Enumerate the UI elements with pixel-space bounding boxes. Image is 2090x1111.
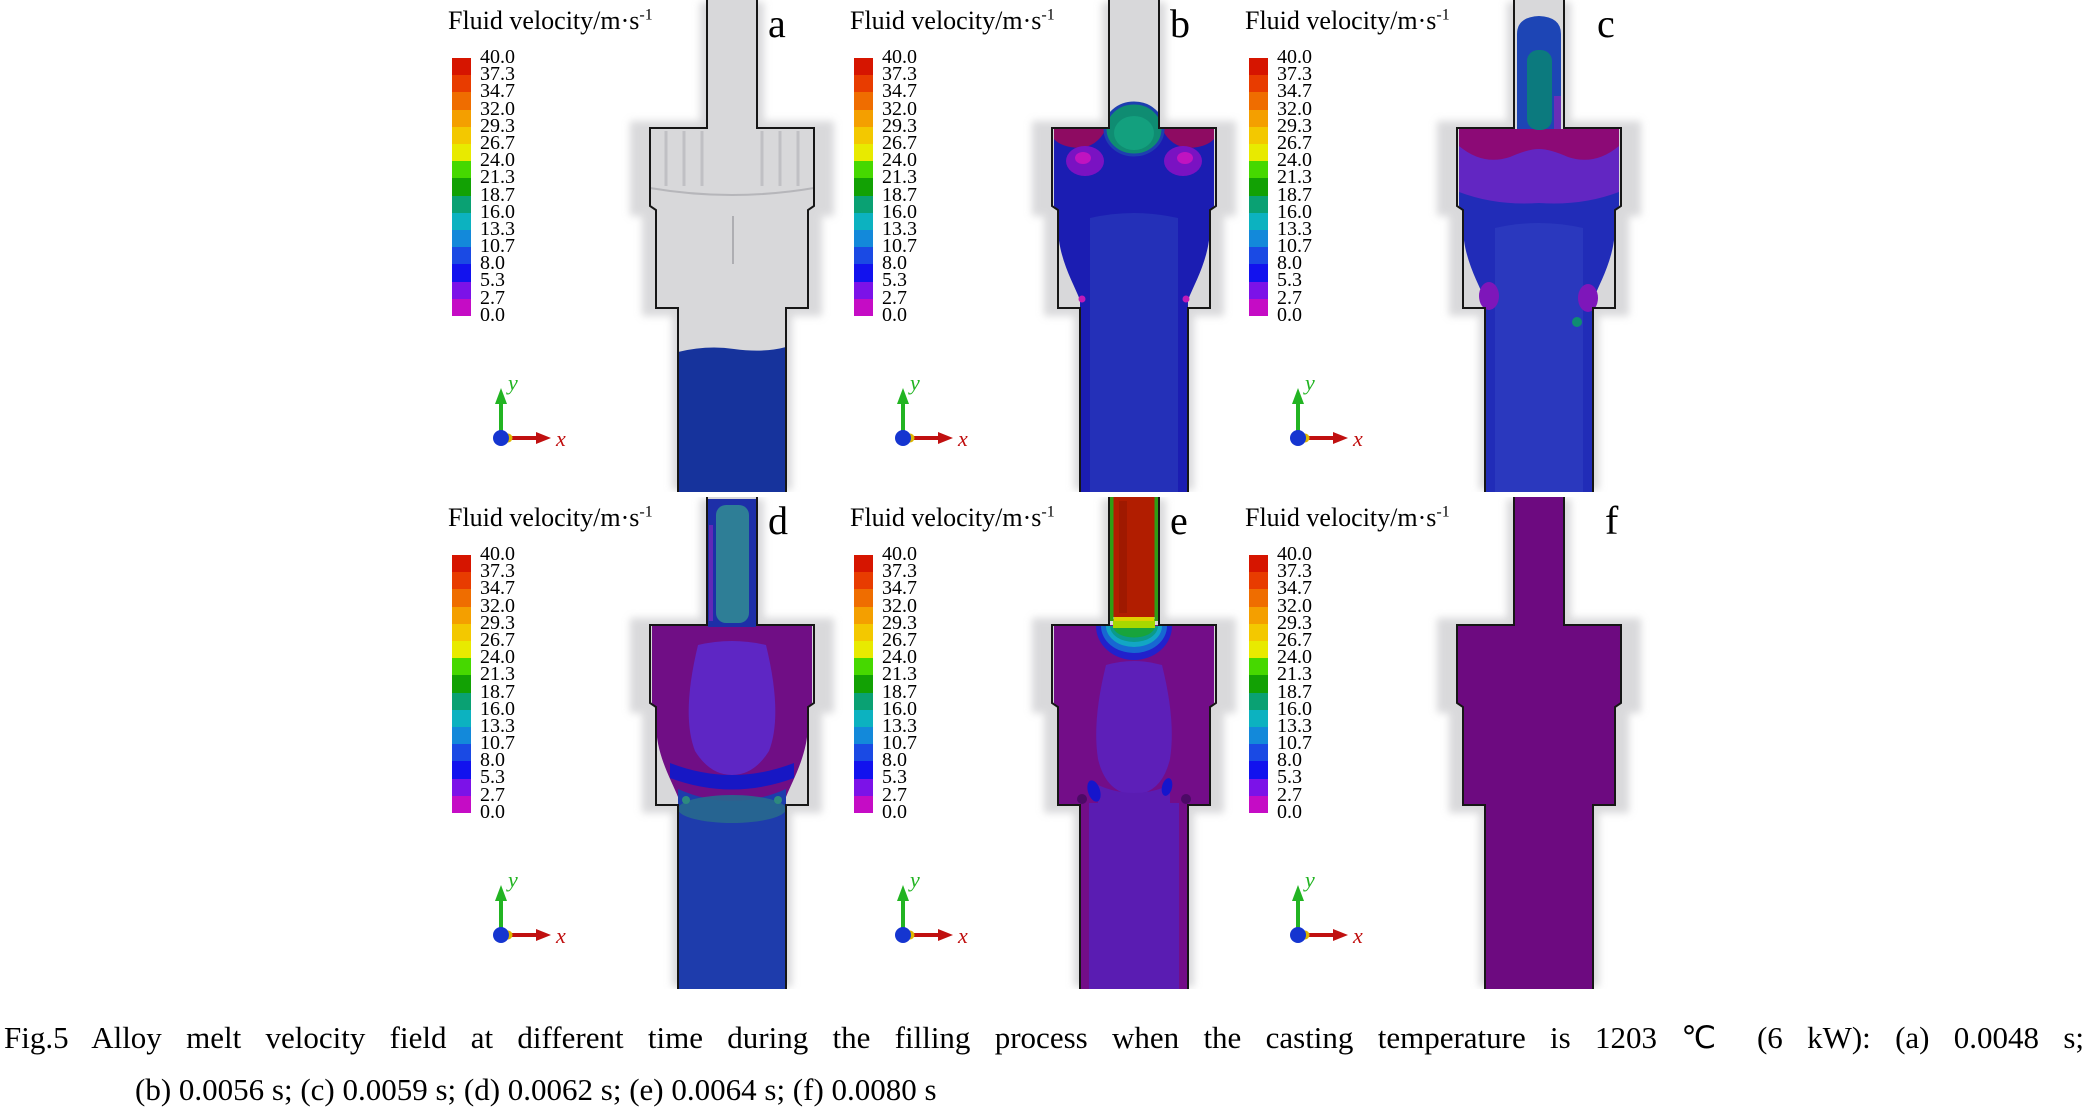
legend-title: Fluid velocity/m·s-1 [1245,6,1450,35]
casting-view-e [1032,497,1236,989]
fluid-d [652,499,812,989]
x-axis-label: x [957,923,968,948]
colorbar-ticks: 40.0 37.3 34.7 32.0 29.3 26.7 24.0 21.3 18.7 16.0… [1277,543,1312,823]
y-axis-label: y [506,374,518,395]
gear-teeth [649,131,815,264]
legend-title: Fluid velocity/m·s-1 [850,6,1055,35]
y-arrow [897,885,909,901]
y-axis-label: y [908,871,920,892]
casting-view-f [1437,497,1641,989]
x-axis-label: x [1352,923,1363,948]
panel-letter: b [1170,1,1190,46]
panel-letter: d [768,498,788,543]
x-arrow [536,929,551,941]
colorbar-ticks: 40.0 37.3 34.7 32.0 29.3 26.7 24.0 21.3 18.7 16.0… [480,46,515,326]
x-arrow [938,929,953,941]
legend-title: Fluid velocity/m·s-1 [1245,503,1450,532]
origin-dot [1290,927,1306,943]
x-axis-label: x [1352,426,1363,451]
y-arrow [897,388,909,404]
y-arrow [1292,388,1304,404]
casting-view-b [1032,0,1236,492]
y-axis-label: y [506,871,518,892]
colorbar [452,58,471,317]
panel-letter: e [1170,498,1188,543]
cavity-outline [1051,497,1217,989]
panel-c: Fluid velocity/m·s-1 40.0 37.3 34.7 32.0 29.… [1237,0,1697,495]
cavity-outline [1456,497,1622,989]
colorbar-ticks: 40.0 37.3 34.7 32.0 29.3 26.7 24.0 21.3 18.7 16.0… [882,46,917,326]
casting-view-c [1437,0,1641,492]
colorbar-ticks: 40.0 37.3 34.7 32.0 29.3 26.7 24.0 21.3 18.7 16.0… [1277,46,1312,326]
axis-triad: y x [493,871,566,948]
axis-triad: y x [1290,374,1363,451]
fluid-e [1054,497,1214,989]
colorbar [854,58,873,317]
cavity-outline [1051,0,1217,492]
axis-triad: y x [493,374,566,451]
fluid-f [1457,497,1621,989]
fluid-c [1459,16,1619,492]
cavity-outline [1456,0,1622,492]
x-arrow [938,432,953,444]
legend-title: Fluid velocity/m·s-1 [850,503,1055,532]
figure-caption-line1: Fig.5 Alloy melt velocity field at diffe… [4,1020,2084,1055]
cavity-outline [649,0,815,492]
colorbar-ticks: 40.0 37.3 34.7 32.0 29.3 26.7 24.0 21.3 18.7 16.0… [882,543,917,823]
y-arrow [1292,885,1304,901]
colorbar [1249,555,1268,814]
origin-dot [493,430,509,446]
panel-letter: f [1605,498,1619,543]
y-arrow [495,388,507,404]
x-arrow [1333,929,1348,941]
casting-view-d [630,497,834,989]
panel-letter: a [768,1,786,46]
casting-view-a [630,0,834,492]
origin-dot [895,927,911,943]
x-arrow [1333,432,1348,444]
y-axis-label: y [908,374,920,395]
origin-dot [493,927,509,943]
x-axis-label: x [555,426,566,451]
x-axis-label: x [957,426,968,451]
panel-a: Fluid velocity/m·s-1 40.0 37.3 34.7 32.0 29.… [440,0,900,495]
panel-e: Fluid velocity/m·s-1 40.0 37.3 34.7 32.0 29.… [842,497,1302,992]
legend-title: Fluid velocity/m·s-1 [448,503,653,532]
fluid-b [1054,101,1214,492]
y-arrow [495,885,507,901]
colorbar-ticks: 40.0 37.3 34.7 32.0 29.3 26.7 24.0 21.3 18.7 16.0… [480,543,515,823]
panel-d: Fluid velocity/m·s-1 40.0 37.3 34.7 32.0 29.… [440,497,900,992]
y-axis-label: y [1303,374,1315,395]
fluid-a [678,347,786,492]
y-axis-label: y [1303,871,1315,892]
axis-triad: y x [1290,871,1363,948]
origin-dot [1290,430,1306,446]
legend-title: Fluid velocity/m·s-1 [448,6,653,35]
x-axis-label: x [555,923,566,948]
panel-f: Fluid velocity/m·s-1 40.0 37.3 34.7 32.0 29.… [1237,497,1697,992]
axis-triad: y x [895,374,968,451]
x-arrow [536,432,551,444]
panel-letter: c [1597,1,1615,46]
figure-caption-line2: (b) 0.0056 s; (c) 0.0059 s; (d) 0.0062 s… [135,1072,937,1107]
colorbar [452,555,471,814]
origin-dot [895,430,911,446]
panel-b: Fluid velocity/m·s-1 40.0 37.3 34.7 32.0 29.… [842,0,1302,495]
colorbar [1249,58,1268,317]
axis-triad: y x [895,871,968,948]
colorbar [854,555,873,814]
cavity-outline [649,497,815,989]
